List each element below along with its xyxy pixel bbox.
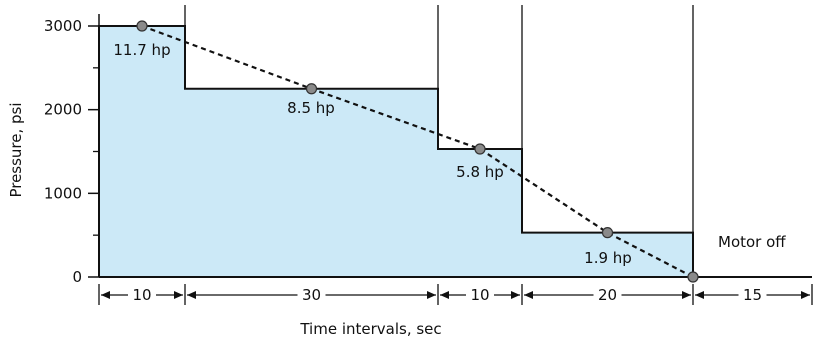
power-label: 11.7 hp [113,41,170,59]
power-label: 1.9 hp [584,249,632,267]
duration-label: 10 [132,286,151,304]
trend-line [141,24,694,278]
motor-off-annotation: Motor off [718,233,786,251]
y-axis-label: Pressure, psi [7,102,25,197]
dimension-arrow [174,291,183,299]
duration-label: 20 [598,286,617,304]
dimension-arrow [427,291,436,299]
pressure-area [99,26,812,277]
power-label: 5.8 hp [456,163,504,181]
trend-point [305,83,318,95]
dimension-arrow [440,291,449,299]
duration-label: 15 [743,286,762,304]
dimension-arrow [682,291,691,299]
y-tick-label: 1000 [44,184,82,202]
trend-point [474,143,486,155]
dimension-arrow [801,291,810,299]
dimension-arrow [695,291,704,299]
y-tick-label: 2000 [44,101,82,119]
x-axis-label: Time intervals, sec [299,320,441,338]
trend-point [601,227,614,239]
power-label: 8.5 hp [287,99,335,117]
dimension-arrow [511,291,520,299]
duration-label: 10 [470,286,489,304]
plot-area: 0 1000 2000 3000 11.7 hp 8.5 hp 5.8 hp 1.9 hp 10… [44,5,813,305]
duration-label: 30 [302,286,321,304]
dimension-arrow [101,291,110,299]
y-tick-label: 0 [72,268,82,286]
y-tick-label: 3000 [44,17,82,35]
dimension-arrow [187,291,196,299]
trend-point [136,20,148,32]
trend-point [687,271,699,283]
dimension-arrow [524,291,533,299]
pressure-step-line [98,25,812,278]
